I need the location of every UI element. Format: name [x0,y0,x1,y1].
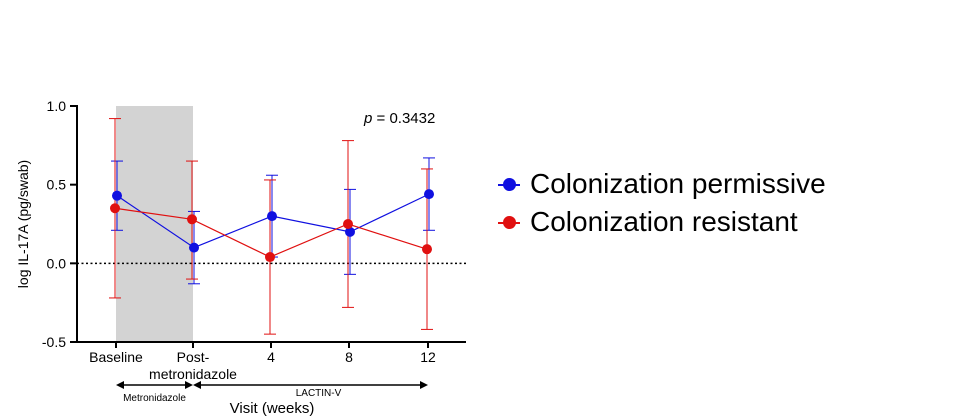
x-tick-label: 8 [345,349,353,365]
period-label-metronidazole: Metronidazole [123,393,186,404]
p-value-annotation: p = 0.3432 [363,110,435,127]
data-point-permissive [345,226,355,237]
y-tick-label: 0.0 [47,255,67,271]
data-point-resistant [422,244,432,255]
x-axis-title: Visit (weeks) [230,400,315,417]
y-tick-label: 1.0 [47,98,67,114]
data-point-resistant [187,214,197,225]
period-arrowhead-left-lactin-v [193,381,201,389]
y-tick-label: -0.5 [42,334,66,350]
data-point-resistant [343,219,353,229]
legend-dot-permissive [503,178,516,191]
legend-label-permissive: Colonization permissive [530,168,826,199]
legend-label-resistant: Colonization resistant [530,206,798,237]
period-arrowhead-left-metronidazole [116,381,124,389]
data-point-resistant [110,203,120,214]
y-axis-title: log IL-17A (pg/swab) [15,160,31,288]
y-tick-label: 0.5 [47,177,67,193]
x-tick-label: Post- [177,349,210,365]
x-tick-label: Baseline [89,349,143,365]
x-tick-label: 4 [267,349,275,365]
data-point-permissive [189,242,199,253]
data-point-resistant [265,252,275,263]
data-point-permissive [112,190,122,201]
period-arrowhead-right-metronidazole [185,381,193,389]
period-arrowhead-right-lactin-v [420,381,428,389]
period-label-lactin-v: LACTIN-V [296,388,342,399]
data-point-permissive [267,211,277,222]
x-tick-label: metronidazole [149,366,237,382]
legend-dot-resistant [503,216,516,229]
x-tick-label: 12 [420,349,436,365]
shaded-metronidazole-region [116,106,193,342]
data-point-permissive [424,189,434,200]
